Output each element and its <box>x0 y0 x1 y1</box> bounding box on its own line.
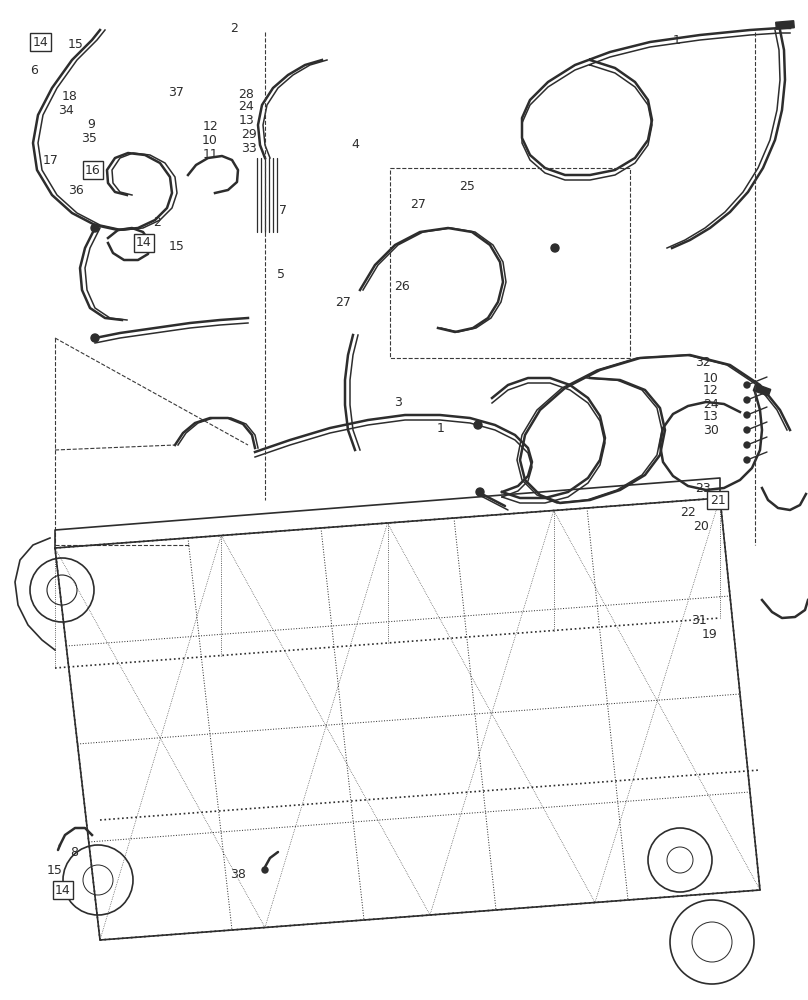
Text: 32: 32 <box>695 357 711 369</box>
Text: 13: 13 <box>238 113 255 126</box>
Text: 16: 16 <box>85 163 101 176</box>
Text: 6: 6 <box>30 64 38 77</box>
Text: 38: 38 <box>230 867 246 880</box>
Circle shape <box>474 421 482 429</box>
Text: 18: 18 <box>61 91 78 104</box>
Text: 19: 19 <box>701 628 718 641</box>
Text: 15: 15 <box>168 239 184 252</box>
Text: 1: 1 <box>436 422 444 434</box>
Text: 24: 24 <box>238 101 255 113</box>
Text: 35: 35 <box>81 131 97 144</box>
Text: 2: 2 <box>230 21 238 34</box>
Text: 2: 2 <box>154 216 162 229</box>
Text: 14: 14 <box>55 884 71 896</box>
Text: 12: 12 <box>703 384 719 397</box>
Circle shape <box>744 442 750 448</box>
Circle shape <box>744 457 750 463</box>
Text: 20: 20 <box>693 520 709 534</box>
Text: 15: 15 <box>67 38 83 51</box>
Text: 1: 1 <box>673 33 681 46</box>
Text: 9: 9 <box>87 117 95 130</box>
Bar <box>776 21 794 29</box>
Text: 29: 29 <box>241 127 257 140</box>
Bar <box>753 384 771 396</box>
Circle shape <box>91 224 99 232</box>
Circle shape <box>744 397 750 403</box>
Text: 4: 4 <box>351 137 360 150</box>
Circle shape <box>262 867 268 873</box>
Text: 17: 17 <box>43 153 59 166</box>
Circle shape <box>744 412 750 418</box>
Text: 12: 12 <box>202 119 218 132</box>
Circle shape <box>91 334 99 342</box>
Text: 25: 25 <box>459 180 475 192</box>
Text: 14: 14 <box>32 35 48 48</box>
Text: 11: 11 <box>202 147 218 160</box>
Text: 8: 8 <box>70 846 78 858</box>
Text: 27: 27 <box>335 296 351 310</box>
Text: 10: 10 <box>202 133 218 146</box>
Text: 14: 14 <box>136 236 152 249</box>
Text: 10: 10 <box>703 371 719 384</box>
Text: 37: 37 <box>168 86 184 99</box>
Text: 27: 27 <box>410 198 427 212</box>
Text: 7: 7 <box>279 204 287 217</box>
Text: 23: 23 <box>695 482 711 494</box>
Text: 34: 34 <box>58 104 74 117</box>
Text: 3: 3 <box>393 396 402 410</box>
Text: 22: 22 <box>680 506 696 520</box>
Text: 30: 30 <box>703 424 719 436</box>
Text: 13: 13 <box>703 410 719 424</box>
Text: 33: 33 <box>241 141 257 154</box>
Text: 28: 28 <box>238 89 255 102</box>
Text: 26: 26 <box>394 279 410 292</box>
Circle shape <box>744 382 750 388</box>
Text: 21: 21 <box>709 493 726 506</box>
Text: 15: 15 <box>47 863 63 876</box>
Circle shape <box>744 427 750 433</box>
Text: 36: 36 <box>68 184 84 196</box>
Text: 5: 5 <box>277 268 285 282</box>
Circle shape <box>476 488 484 496</box>
Text: 24: 24 <box>703 397 719 410</box>
Text: 31: 31 <box>691 614 707 628</box>
Circle shape <box>551 244 559 252</box>
